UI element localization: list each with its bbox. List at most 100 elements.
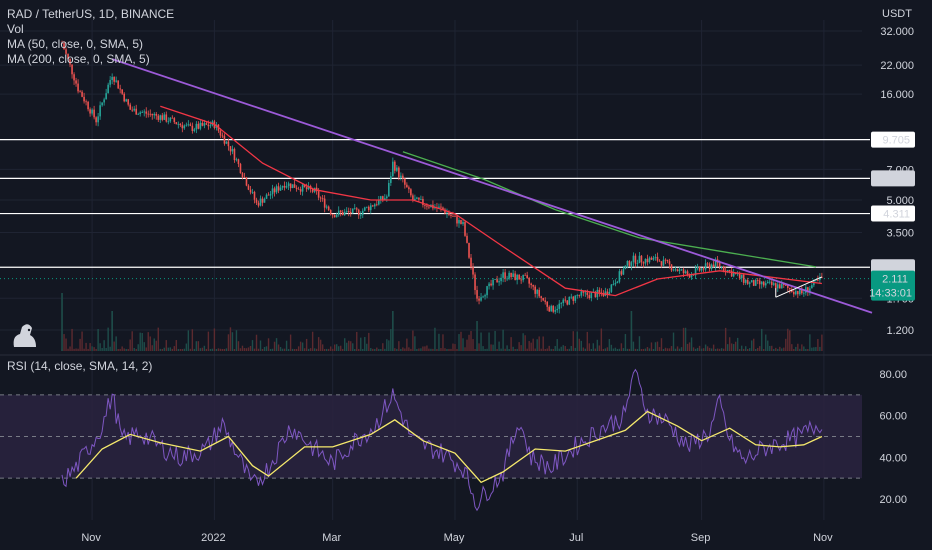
volume-bar [249,345,252,351]
candle-body [750,280,753,283]
candle-body [303,184,306,188]
candle-body [526,275,528,279]
volume-bar [492,344,494,351]
volume-bar [817,339,819,351]
volume-bar [714,348,717,351]
candle-body [109,79,111,85]
candle-body [398,167,400,178]
candle-body [720,266,723,268]
candle-body [532,285,534,287]
volume-bar [602,348,605,351]
candle-body [658,260,661,262]
volume-bar [554,346,556,351]
volume-bar [546,348,548,351]
level-price-tag-label: 6.342 [882,173,910,185]
level-price-tag-label: 9.705 [882,135,910,147]
volume-bar [530,342,532,351]
candle-body [117,80,119,89]
volume-bar [203,345,206,351]
volume-bar [167,347,169,351]
volume-bar [544,348,546,351]
volume-bar [476,321,478,351]
volume-bar [694,348,697,351]
candle-body [424,204,426,206]
candle-body [195,123,198,130]
volume-bar [504,348,506,351]
candle-body [540,296,542,298]
volume-legend: Vol [7,22,24,36]
candle-body [71,64,73,75]
candle-body [400,175,402,178]
candle-body [159,115,162,120]
volume-bar [169,347,171,351]
candle-body [676,269,679,272]
volume-bar [143,342,145,351]
candle-body [616,281,619,284]
volume-bar [408,347,410,351]
volume-bar [674,348,677,351]
candle-body [764,283,767,286]
candle-body [113,76,115,82]
volume-bar [129,339,131,351]
candle-body [173,118,176,123]
candle-body [528,278,530,284]
candle-body [87,101,89,110]
rsi-band-fill [0,394,862,479]
volume-bar [564,346,566,351]
candle-body [508,272,510,279]
candle-body [648,257,651,263]
volume-bar [809,334,811,351]
candle-body [594,291,597,298]
candle-body [85,101,87,103]
volume-bar [578,338,580,351]
candle-body [119,88,121,90]
candle-body [564,299,567,301]
volume-bar [386,339,388,351]
volume-bar [384,348,386,351]
volume-bar [372,348,374,351]
candle-body [311,188,314,192]
candle-body [221,135,224,137]
time-axis-label: 2022 [201,532,225,544]
candle-body [446,212,448,214]
candle-body [608,291,611,295]
candle-body [786,285,789,288]
candle-body [269,194,272,196]
volume-bar [105,347,107,351]
volume-bar [275,338,278,351]
volume-bar [759,346,761,351]
candle-body [664,259,667,261]
candle-body [646,258,649,263]
candle-body [265,194,268,199]
candle-body [367,206,370,211]
volume-bar [131,331,133,351]
candle-body [811,285,813,289]
volume-bar [722,348,725,351]
volume-bar [307,348,310,351]
candle-body [347,210,350,212]
candle-body [139,112,142,115]
volume-bar [243,348,246,351]
volume-bar [388,340,390,351]
volume-bar [149,336,151,351]
volume-bar [638,336,641,351]
candle-body [774,283,777,289]
volume-bar [165,340,167,351]
volume-bar [542,336,544,351]
volume-bar [406,338,408,351]
volume-bar [209,348,212,351]
candle-body [361,210,364,215]
volume-bar [648,348,651,351]
candle-body [766,281,769,284]
time-axis-label: Mar [322,532,341,544]
volume-bar [706,346,709,351]
volume-bar [446,349,448,351]
volume-bar [767,340,769,351]
candle-body [780,283,783,289]
candle-body [690,274,693,278]
volume-bar [404,348,406,351]
descending-trendline [111,58,873,314]
volume-bar [89,343,91,351]
candle-body [382,196,384,200]
